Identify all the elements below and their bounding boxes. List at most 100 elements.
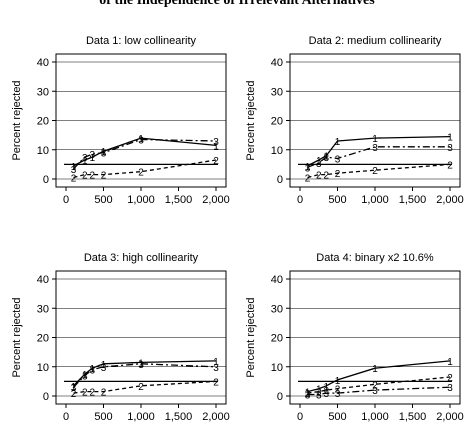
point-marker-2: 2	[101, 171, 107, 182]
y-axis-label: Percent rejected	[245, 297, 257, 377]
y-axis-label: Percent rejected	[245, 80, 257, 160]
y-axis-label: Percent rejected	[11, 297, 23, 377]
chart-panel-2: Data 2: medium collinearity 0 10 20 30 40 0 500…	[245, 35, 464, 206]
x-tick-label: 1,500	[399, 411, 427, 423]
point-marker-2: 2	[372, 166, 378, 177]
y-tick-label: 10	[271, 362, 283, 374]
point-marker-1: 1	[372, 134, 378, 145]
page-title: of the Independence of Irrelevant Altern…	[99, 0, 375, 8]
y-tick-label: 40	[37, 274, 49, 286]
y-tick-label: 20	[271, 333, 283, 345]
point-marker-1: 1	[447, 357, 453, 368]
point-marker-3: 3	[89, 366, 95, 377]
x-tick-label: 0	[63, 194, 69, 206]
series-line-1	[73, 360, 217, 387]
y-tick-label: 20	[37, 116, 49, 128]
point-marker-3: 3	[305, 163, 311, 174]
series-line-1	[73, 137, 217, 167]
y-tick-label: 40	[271, 57, 283, 69]
point-marker-3: 3	[335, 155, 341, 166]
x-tick-label: 500	[328, 194, 346, 206]
point-marker-2: 2	[335, 169, 341, 180]
point-marker-3: 3	[316, 391, 322, 402]
point-marker-1: 1	[316, 156, 322, 167]
point-marker-2: 2	[447, 373, 453, 384]
point-marker-2: 2	[71, 174, 77, 185]
point-marker-3: 3	[213, 363, 219, 374]
point-marker-2: 2	[447, 160, 453, 171]
point-marker-1: 1	[316, 385, 322, 396]
series-line-3	[307, 146, 450, 168]
point-marker-1: 1	[323, 382, 329, 393]
point-marker-3: 3	[71, 383, 77, 394]
y-tick-label: 20	[271, 116, 283, 128]
chart-title: Data 3: high collinearity	[84, 252, 199, 264]
point-marker-3: 3	[213, 137, 219, 148]
point-marker-2: 2	[89, 171, 95, 182]
point-marker-1: 1	[213, 141, 219, 152]
x-tick-label: 500	[94, 411, 112, 423]
series-line-3	[307, 386, 451, 396]
chart-title: Data 1: low collinearity	[86, 35, 197, 47]
x-tick-label: 500	[328, 411, 346, 423]
point-marker-2: 2	[316, 388, 322, 399]
point-marker-2: 2	[138, 168, 144, 179]
point-marker-2: 2	[101, 388, 107, 399]
x-tick-label: 1,000	[361, 411, 389, 423]
x-tick-label: 2,000	[436, 194, 464, 206]
point-marker-3: 3	[372, 386, 378, 397]
x-tick-label: 0	[297, 411, 303, 423]
point-marker-3: 3	[82, 372, 88, 383]
point-marker-1: 1	[335, 137, 341, 148]
point-marker-3: 3	[447, 383, 453, 394]
point-marker-1: 1	[372, 364, 378, 375]
y-tick-label: 10	[271, 145, 283, 157]
point-marker-1: 1	[213, 357, 219, 368]
point-marker-3: 3	[447, 143, 453, 154]
point-marker-3: 3	[101, 149, 107, 160]
x-tick-label: 1,500	[165, 411, 193, 423]
point-marker-2: 2	[323, 386, 329, 397]
x-tick-label: 2,000	[202, 411, 230, 423]
series-line-2	[73, 159, 217, 179]
x-tick-label: 2,000	[436, 411, 464, 423]
point-marker-1: 1	[71, 162, 77, 173]
point-marker-2: 2	[213, 377, 219, 388]
series-line-1	[307, 360, 451, 393]
y-tick-label: 30	[37, 86, 49, 98]
point-marker-3: 3	[372, 143, 378, 154]
point-marker-3: 3	[138, 136, 144, 147]
y-tick-label: 10	[37, 362, 49, 374]
y-tick-label: 20	[37, 333, 49, 345]
x-tick-label: 1,000	[127, 194, 155, 206]
point-marker-2: 2	[305, 174, 311, 185]
point-marker-3: 3	[89, 150, 95, 161]
point-marker-2: 2	[316, 171, 322, 182]
x-tick-label: 2,000	[202, 194, 230, 206]
point-marker-1: 1	[82, 156, 88, 167]
point-marker-3: 3	[101, 363, 107, 374]
series-line-1	[307, 135, 451, 167]
chart-panel-1: Data 1: low collinearity 0 10 20 30 40 0 500 1,0…	[11, 35, 230, 206]
y-tick-label: 0	[43, 174, 49, 186]
x-tick-label: 1,500	[165, 194, 193, 206]
series-line-2	[73, 380, 217, 394]
point-marker-2: 2	[323, 171, 329, 182]
point-marker-1: 1	[89, 153, 95, 164]
y-tick-label: 40	[37, 57, 49, 69]
point-marker-2: 2	[82, 171, 88, 182]
x-tick-label: 500	[94, 194, 112, 206]
point-marker-3: 3	[323, 153, 329, 164]
y-tick-label: 0	[277, 391, 283, 403]
x-tick-label: 1,500	[399, 194, 427, 206]
point-marker-2: 2	[335, 385, 341, 396]
chart-title: Data 2: medium collinearity	[309, 35, 442, 47]
series-line-2	[307, 376, 451, 394]
point-marker-1: 1	[335, 376, 341, 387]
x-tick-label: 0	[63, 411, 69, 423]
point-marker-1: 1	[101, 360, 107, 371]
series-line-2	[307, 163, 451, 179]
y-tick-label: 30	[37, 303, 49, 315]
y-tick-label: 0	[43, 391, 49, 403]
point-marker-3: 3	[82, 153, 88, 164]
